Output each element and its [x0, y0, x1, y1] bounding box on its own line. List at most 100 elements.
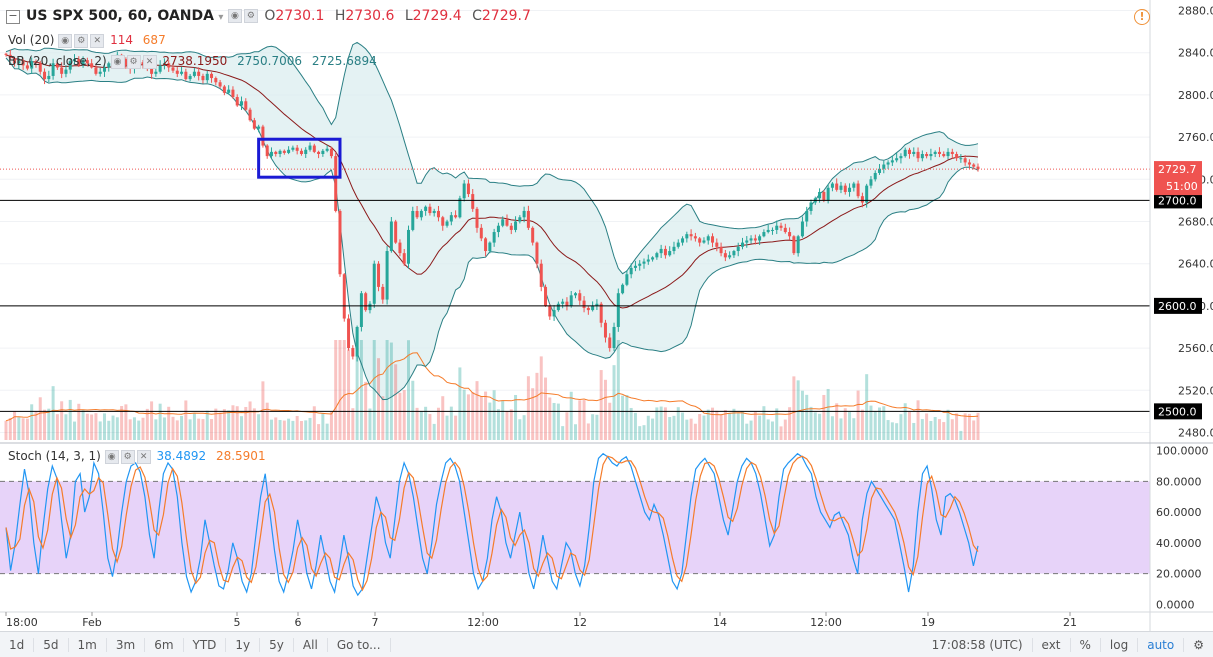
candle — [526, 205, 530, 231]
candle-body — [976, 166, 980, 170]
settings-gear-icon[interactable]: ⚙ — [1193, 637, 1204, 652]
volume-label[interactable]: Vol (20) — [8, 33, 55, 47]
candle — [800, 216, 804, 238]
candle — [312, 143, 316, 154]
candle-body — [402, 253, 406, 264]
candle — [308, 142, 312, 152]
candle-body — [629, 267, 633, 275]
warning-icon[interactable]: ! — [1134, 9, 1150, 25]
collapse-icon[interactable]: − — [6, 10, 20, 24]
price-axis[interactable]: 2880.02840.02800.02760.02720.02680.02640… — [1178, 5, 1213, 440]
candle — [856, 180, 860, 199]
level-label: 2600.0 — [1158, 300, 1197, 313]
stoch-tick-label: 0.0000 — [1156, 598, 1195, 611]
symbol-dropdown-icon[interactable]: ▾ — [218, 12, 224, 23]
candle — [912, 147, 916, 157]
price-tick-label: 2680.0 — [1178, 216, 1213, 229]
stoch-axis[interactable]: 100.0000 80.0000 60.0000 40.0000 20.0000 0.00… — [1156, 445, 1209, 612]
candle-body — [158, 65, 162, 72]
candle-body — [599, 303, 603, 323]
candle — [424, 205, 428, 216]
candle — [252, 117, 256, 131]
candle — [13, 56, 17, 67]
volume-bar — [976, 412, 980, 440]
volume-bar — [646, 415, 650, 440]
volume-bar — [732, 408, 736, 440]
auto-toggle[interactable]: auto — [1138, 637, 1185, 652]
candle — [4, 52, 8, 57]
ext-toggle[interactable]: ext — [1033, 637, 1071, 652]
range-1d[interactable]: 1d — [0, 637, 35, 652]
candle — [758, 234, 762, 246]
candle-body — [753, 238, 757, 241]
volume-bar — [128, 419, 132, 440]
candle — [51, 58, 55, 80]
candle — [81, 56, 85, 68]
time-axis[interactable]: 18:00 Feb 5 6 7 12:00 12 14 12:00 19 21 — [5, 612, 1077, 629]
goto-button[interactable]: Go to... — [328, 637, 391, 652]
range-5d[interactable]: 5d — [34, 637, 69, 652]
time-tick-label: 12 — [573, 616, 587, 629]
volume-bar — [377, 358, 381, 440]
candle-body — [210, 73, 214, 79]
candle — [612, 322, 616, 352]
volume-bar — [419, 411, 423, 440]
price-tick-label: 2840.0 — [1178, 47, 1213, 60]
candle-body — [4, 53, 8, 55]
volume-bar — [813, 412, 817, 440]
candle-body — [522, 210, 526, 218]
volume-bar — [30, 404, 34, 440]
bb-basis-value: 2738.1950 — [162, 54, 228, 68]
stoch-label[interactable]: Stoch (14, 3, 1) — [8, 449, 101, 463]
range-1y[interactable]: 1y — [226, 637, 261, 652]
candle-body — [214, 78, 218, 83]
range-3m[interactable]: 3m — [107, 637, 146, 652]
candle-body — [561, 301, 565, 304]
volume-bar — [43, 409, 47, 440]
volume-bar — [132, 417, 136, 440]
volume-bar — [848, 412, 852, 440]
volume-bar — [788, 407, 792, 440]
candle — [531, 226, 535, 246]
range-all[interactable]: All — [294, 637, 328, 652]
candle — [227, 85, 231, 95]
clock-display[interactable]: 17:08:58 (UTC) — [923, 637, 1033, 652]
candle-body — [552, 310, 556, 317]
range-5y[interactable]: 5y — [260, 637, 294, 652]
volume-bar — [749, 420, 753, 440]
volume-buttons[interactable]: ◉ ⚙ ✕ — [58, 33, 106, 48]
candle — [55, 61, 59, 70]
volume-bar — [501, 400, 505, 440]
candle — [544, 284, 548, 308]
candle-body — [38, 63, 42, 72]
volume-bar — [852, 418, 856, 440]
candle-body — [364, 293, 368, 311]
log-toggle[interactable]: log — [1101, 637, 1139, 652]
volume-bar — [586, 423, 590, 440]
candle-body — [843, 185, 847, 192]
bb-label[interactable]: BB (20, close, 2) — [8, 54, 107, 68]
range-ytd[interactable]: YTD — [184, 637, 227, 652]
candle — [90, 59, 94, 69]
stoch-buttons[interactable]: ◉ ⚙ ✕ — [104, 449, 153, 464]
volume-bar — [937, 419, 941, 440]
bb-buttons[interactable]: ◉ ⚙ ✕ — [110, 54, 159, 69]
percent-toggle[interactable]: % — [1071, 637, 1101, 652]
eye-icon: ◉ — [58, 33, 73, 48]
highlight-rectangle[interactable] — [257, 137, 342, 179]
volume-bar — [770, 421, 774, 440]
candle — [407, 225, 411, 269]
volume-bar — [672, 415, 676, 440]
legend-buttons[interactable]: ◉ ⚙ — [227, 8, 260, 24]
candle-body — [197, 71, 201, 76]
candle-body — [766, 229, 770, 233]
range-1m[interactable]: 1m — [69, 637, 107, 652]
range-6m[interactable]: 6m — [145, 637, 184, 652]
symbol-title[interactable]: US SPX 500, 60, OANDA — [26, 8, 214, 24]
candle — [916, 147, 920, 162]
candle — [334, 152, 338, 213]
candle — [85, 57, 89, 67]
volume-bar — [578, 400, 582, 440]
candle — [192, 67, 196, 78]
price-tick-label: 2560.0 — [1178, 342, 1213, 355]
